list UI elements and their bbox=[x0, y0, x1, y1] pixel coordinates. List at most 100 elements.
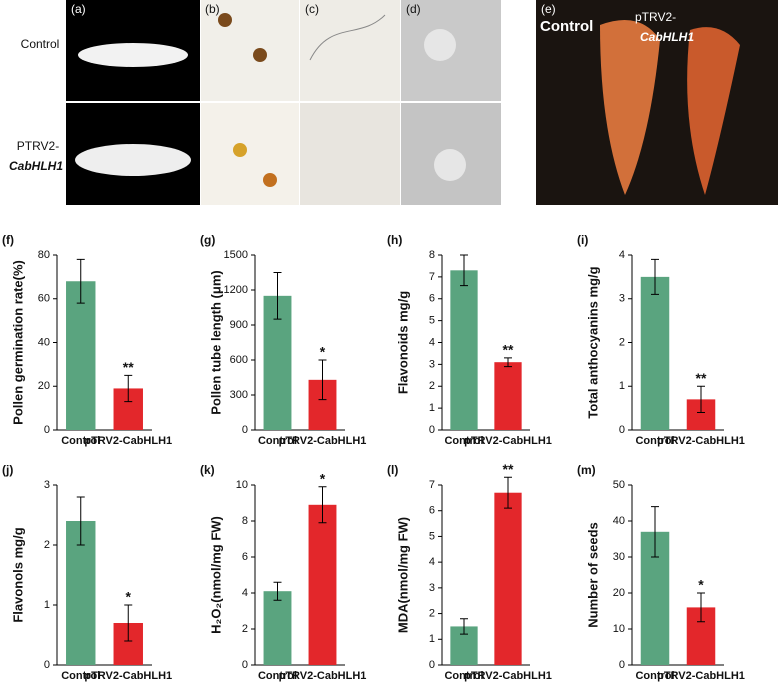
x-tick-label: pTRV2-CabHLH1 bbox=[464, 435, 552, 447]
y-tick-label: 1200 bbox=[224, 284, 248, 296]
x-tick-label: pTRV2-CabHLH1 bbox=[464, 670, 552, 682]
sem-grain bbox=[434, 149, 466, 181]
petal bbox=[78, 43, 188, 67]
x-tick-label: pTRV2-CabHLH1 bbox=[657, 435, 745, 447]
significance-label: * bbox=[698, 577, 704, 593]
y-tick-label: 300 bbox=[230, 389, 248, 401]
y-tick-label: 1 bbox=[44, 599, 50, 611]
error-bar bbox=[273, 581, 282, 601]
error-bar bbox=[124, 604, 133, 642]
fruit bbox=[600, 20, 660, 195]
y-axis-label: H₂O₂(nmol/mg FW) bbox=[208, 516, 223, 634]
y-tick-label: 80 bbox=[38, 249, 50, 261]
panel-letter: (j) bbox=[2, 463, 13, 477]
y-tick-label: 3 bbox=[429, 358, 435, 370]
bar bbox=[494, 492, 522, 665]
bar bbox=[450, 270, 478, 430]
y-tick-label: 8 bbox=[242, 515, 248, 527]
y-tick-label: 4 bbox=[429, 336, 435, 348]
y-tick-label: 0 bbox=[44, 424, 50, 436]
y-tick-label: 0 bbox=[619, 659, 625, 671]
bar bbox=[308, 504, 337, 665]
x-tick-label: Control bbox=[61, 670, 100, 682]
y-tick-label: 900 bbox=[230, 319, 248, 331]
error-bar bbox=[504, 357, 512, 368]
error-bar bbox=[273, 272, 282, 320]
panel-letter: (m) bbox=[577, 463, 596, 477]
y-tick-label: 4 bbox=[242, 587, 248, 599]
y-tick-label: 0 bbox=[429, 659, 435, 671]
error-bar bbox=[76, 496, 85, 546]
y-tick-label: 60 bbox=[38, 293, 50, 305]
row-label: CabHLH1 bbox=[9, 159, 63, 173]
pollen bbox=[253, 48, 267, 62]
y-tick-label: 3 bbox=[44, 479, 50, 491]
y-tick-label: 40 bbox=[613, 515, 625, 527]
x-tick-label: Control bbox=[444, 670, 483, 682]
significance-label: * bbox=[126, 589, 132, 605]
significance-label: ** bbox=[503, 461, 514, 477]
error-bar bbox=[504, 476, 512, 509]
y-tick-label: 20 bbox=[38, 380, 50, 392]
bar bbox=[66, 281, 96, 430]
y-tick-label: 6 bbox=[242, 551, 248, 563]
y-axis-label: Number of seeds bbox=[585, 522, 600, 627]
pollen bbox=[263, 173, 277, 187]
significance-label: * bbox=[320, 471, 326, 487]
error-bar bbox=[651, 258, 659, 295]
y-tick-label: 2 bbox=[44, 539, 50, 551]
panel-letter: (c) bbox=[305, 2, 319, 16]
fruit-label: pTRV2- bbox=[635, 10, 676, 24]
y-tick-label: 5 bbox=[429, 530, 435, 542]
y-tick-label: 40 bbox=[38, 336, 50, 348]
x-tick-label: Control bbox=[61, 435, 100, 447]
x-tick-label: Control bbox=[444, 435, 483, 447]
y-tick-label: 0 bbox=[242, 424, 248, 436]
panel-letter: (e) bbox=[541, 2, 556, 16]
y-tick-label: 0 bbox=[619, 424, 625, 436]
y-tick-label: 5 bbox=[429, 315, 435, 327]
error-bar bbox=[697, 385, 705, 413]
y-tick-label: 8 bbox=[429, 249, 435, 261]
significance-label: ** bbox=[123, 359, 134, 375]
significance-label: * bbox=[320, 344, 326, 360]
error-bar bbox=[460, 254, 468, 287]
x-tick-label: Control bbox=[635, 670, 674, 682]
y-tick-label: 0 bbox=[429, 424, 435, 436]
panel-letter: (i) bbox=[577, 233, 588, 247]
fruit bbox=[687, 27, 740, 196]
petal bbox=[75, 144, 191, 176]
y-tick-label: 3 bbox=[429, 582, 435, 594]
bar bbox=[263, 591, 292, 665]
y-tick-label: 30 bbox=[613, 551, 625, 563]
y-axis-label: Total anthocyanins mg/g bbox=[585, 266, 600, 418]
error-bar bbox=[651, 506, 659, 558]
y-tick-label: 1 bbox=[619, 380, 625, 392]
photo-tube bbox=[300, 103, 400, 205]
y-tick-label: 2 bbox=[619, 336, 625, 348]
panel-letter: (k) bbox=[200, 463, 215, 477]
y-tick-label: 7 bbox=[429, 479, 435, 491]
y-tick-label: 1 bbox=[429, 633, 435, 645]
y-axis-label: Flavonoids mg/g bbox=[395, 291, 410, 394]
panel-letter: (f) bbox=[2, 233, 14, 247]
y-axis-label: Pollen tube length (μm) bbox=[208, 270, 223, 414]
row-label: PTRV2- bbox=[17, 139, 59, 153]
sem-grain bbox=[424, 29, 456, 61]
y-tick-label: 1 bbox=[429, 402, 435, 414]
fruit-label: Control bbox=[540, 18, 593, 35]
panel-letter: (l) bbox=[387, 463, 398, 477]
x-tick-label: Control bbox=[258, 435, 297, 447]
tube bbox=[309, 14, 386, 61]
y-axis-label: Flavonols mg/g bbox=[10, 527, 25, 622]
y-axis-label: Pollen germination rate(%) bbox=[10, 260, 25, 425]
y-tick-label: 0 bbox=[242, 659, 248, 671]
panel-letter: (a) bbox=[71, 2, 86, 16]
error-bar bbox=[318, 486, 327, 524]
y-tick-label: 10 bbox=[236, 479, 248, 491]
error-bar bbox=[697, 592, 705, 623]
bar bbox=[640, 276, 670, 430]
x-tick-label: pTRV2-CabHLH1 bbox=[279, 435, 367, 447]
y-tick-label: 2 bbox=[429, 607, 435, 619]
bar bbox=[494, 362, 522, 430]
